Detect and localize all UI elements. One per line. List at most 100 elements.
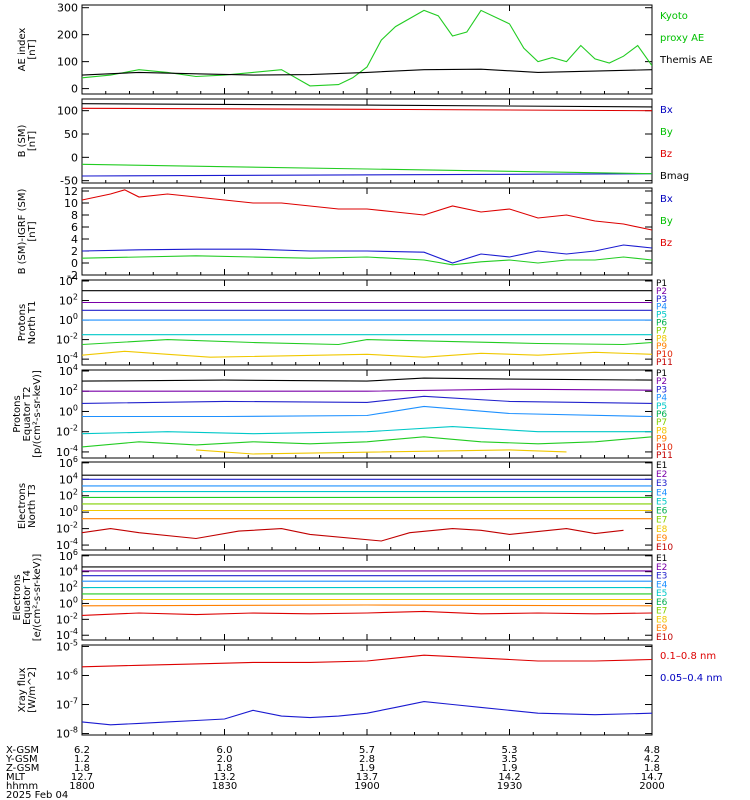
y-tick-base: 10 <box>59 295 73 308</box>
x-tick-label: 1800 <box>69 781 94 792</box>
y-tick-base: 10 <box>59 506 73 519</box>
legend-entry: P8 <box>656 426 667 436</box>
legend-entry: E8 <box>656 615 668 625</box>
series-line-bx <box>82 173 652 177</box>
series-line-bx <box>82 244 652 264</box>
series-line-p1 <box>82 377 652 382</box>
legend-entry: E1 <box>656 554 667 564</box>
x-tick-label: 2000 <box>639 781 664 792</box>
y-axis-label: [nT] <box>27 221 38 241</box>
panel-2: -50 0 50 100 B (SM) [nT] Bx By Bz Bmag <box>17 98 689 188</box>
legend-entry: E10 <box>656 543 673 553</box>
ephemeris-value: 14.2 <box>498 772 520 783</box>
y-tick-base: 10 <box>56 728 70 741</box>
legend-entry: P10 <box>656 443 673 453</box>
x-tick-label: 1830 <box>212 781 237 792</box>
series-line-by <box>82 163 652 175</box>
y-tick-base: 10 <box>56 640 70 653</box>
legend-entry: Bz <box>660 149 672 160</box>
y-axis-label: B (SM) <box>17 124 28 157</box>
y-tick-label: 104 <box>59 363 78 378</box>
y-tick-exponent: -6 <box>70 667 78 676</box>
series-line-themis-ae <box>82 68 652 76</box>
legend-entry: E6 <box>656 598 668 608</box>
series-line-p8 <box>82 350 652 358</box>
legend-entry: P3 <box>656 295 667 305</box>
y-tick-label: 100 <box>57 56 78 69</box>
y-tick-label: 100 <box>59 312 78 327</box>
y-tick-exponent: 2 <box>73 488 78 497</box>
series-line-0-1-0-8-nm <box>82 654 652 668</box>
y-tick-label: 6 <box>71 221 78 234</box>
legend-entry: E4 <box>656 488 668 498</box>
y-tick-label: 300 <box>57 2 78 15</box>
y-tick-label: 10-2 <box>56 611 78 626</box>
ephemeris-value: 1.8 <box>217 763 233 774</box>
legend-entry: E6 <box>656 507 668 517</box>
legend-entry: E4 <box>656 580 668 590</box>
legend-entry: E7 <box>656 516 667 526</box>
y-axis-label: [p/(cm²-s-sr-keV)] <box>32 370 43 458</box>
series-line-by <box>82 255 652 266</box>
legend-entry: P11 <box>656 358 673 368</box>
date-label: 2025 Feb 04 <box>6 790 68 800</box>
y-tick-label: 102 <box>59 580 78 595</box>
legend-entry: Bx <box>660 194 673 205</box>
series-line-p8 <box>195 449 567 455</box>
y-tick-base: 10 <box>59 550 73 563</box>
y-tick-base: 10 <box>59 582 73 595</box>
series-group <box>82 566 652 616</box>
y-tick-exponent: -4 <box>70 627 78 636</box>
y-tick-base: 10 <box>59 365 73 378</box>
series-line-p4 <box>82 405 652 418</box>
y-tick-base: 10 <box>59 405 73 418</box>
ephemeris-value: 6.2 <box>74 745 90 756</box>
series-group <box>82 189 652 266</box>
y-tick-exponent: 0 <box>73 403 78 412</box>
legend-entry: E2 <box>656 563 667 573</box>
y-tick-label: 10-2 <box>56 521 78 536</box>
series-line-e10 <box>82 610 652 616</box>
legend-entry: 0.1–0.8 nm <box>660 651 716 662</box>
series-group <box>82 9 652 87</box>
legend-entry: Themis AE <box>659 55 713 66</box>
y-tick-label: 0 <box>71 257 78 270</box>
y-tick-label: 10-2 <box>56 332 78 347</box>
y-tick-label: 104 <box>59 471 78 486</box>
y-tick-label: 104 <box>59 564 78 579</box>
ephemeris-value: 2.0 <box>217 754 233 765</box>
legend-entry: E9 <box>656 624 668 634</box>
y-axis-label: Equator T2 <box>22 387 33 442</box>
ephemeris-label: Y-GSM <box>5 754 38 765</box>
y-tick-exponent: -2 <box>70 332 78 341</box>
y-tick-base: 10 <box>56 446 70 459</box>
legend-entry: 0.05–0.4 nm <box>660 673 722 684</box>
y-tick-base: 10 <box>56 523 70 536</box>
y-axis-label: North T1 <box>27 301 38 345</box>
y-axis-label: B (SM)-IGRF (SM) <box>17 189 28 275</box>
series-line-bz <box>82 189 652 231</box>
y-axis-label: Electrons <box>17 483 28 529</box>
y-tick-base: 10 <box>56 613 70 626</box>
series-line-p6 <box>82 436 652 448</box>
legend-entry: P6 <box>656 319 667 329</box>
series-line-bmag <box>82 103 652 108</box>
legend-entry: E2 <box>656 470 667 480</box>
y-tick-label: 10 <box>64 197 78 210</box>
x-tick-label: 1900 <box>354 781 379 792</box>
legend-entry: Bmag <box>660 171 689 182</box>
y-axis-label: AE index <box>17 28 28 72</box>
ephemeris-label: hhmm <box>6 781 38 792</box>
y-axis-label: [nT] <box>27 131 38 151</box>
y-tick-exponent: 2 <box>73 580 78 589</box>
y-tick-exponent: -4 <box>70 537 78 546</box>
y-tick-label: 10-4 <box>56 627 78 642</box>
panel-frame <box>81 279 653 366</box>
y-tick-label: 104 <box>59 273 78 288</box>
y-tick-label: 10-4 <box>56 351 78 366</box>
ephemeris-value: 12.7 <box>71 772 93 783</box>
